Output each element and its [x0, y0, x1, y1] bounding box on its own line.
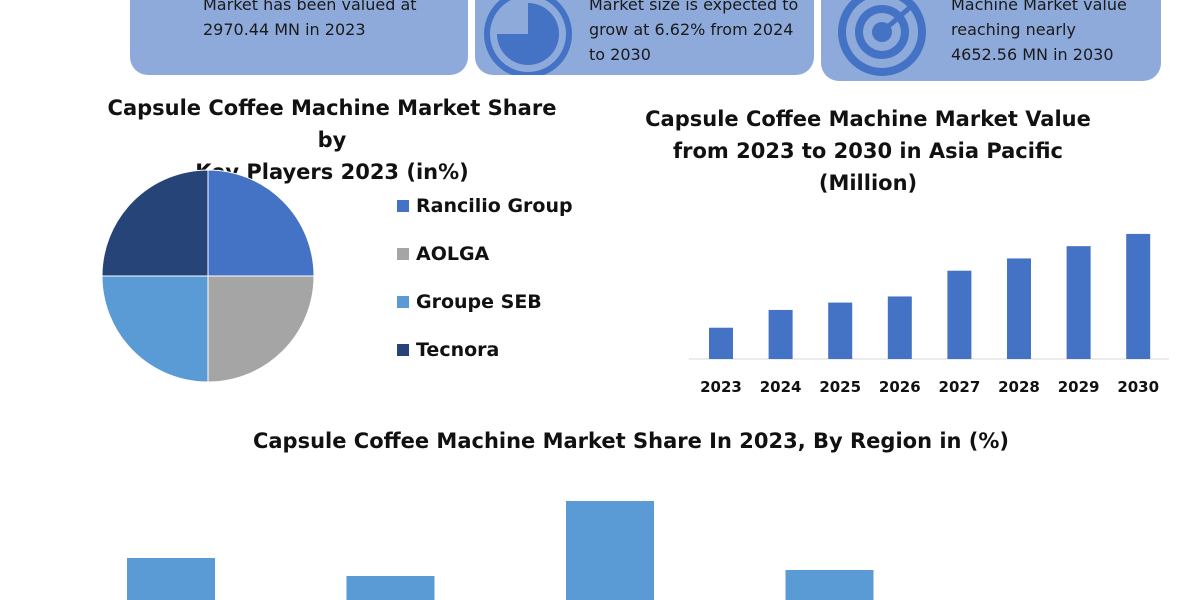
- x-tick-label: 2028: [998, 378, 1040, 396]
- bar-title-line: (Million): [818, 171, 918, 195]
- legend-swatch-rancilio: [397, 200, 409, 212]
- legend-item: Rancilio Group: [397, 182, 573, 230]
- info-card-growth: Market size is expected to grow at 6.62%…: [475, 0, 814, 75]
- x-tick-label: 2029: [1058, 378, 1100, 396]
- legend-label: Tecnora: [416, 339, 500, 361]
- x-tick-label: 2025: [819, 378, 861, 396]
- card-growth-text: Market size is expected to grow at 6.62%…: [589, 0, 799, 64]
- x-tick-label: 2027: [939, 378, 981, 396]
- pie-chart-title: Capsule Coffee Machine Market Share by K…: [92, 92, 572, 188]
- asia-pacific-bar-chart: 2023 2024 2025 2026 2027 2028 2029 2030: [689, 233, 1169, 396]
- x-tick-label: 2026: [879, 378, 921, 396]
- legend-item: Groupe SEB: [397, 278, 573, 326]
- bar-2023: [709, 327, 733, 359]
- card-forecast-text: Machine Market value reaching nearly 465…: [951, 0, 1127, 64]
- legend-label: Rancilio Group: [416, 195, 573, 217]
- bar-2026: [887, 296, 912, 359]
- asia-pacific-chart-title: Capsule Coffee Machine Market Value from…: [628, 103, 1108, 199]
- bar-title-line: from 2023 to 2030 in Asia Pacific: [673, 139, 1063, 163]
- region-bar: [785, 570, 874, 600]
- legend-swatch-groupe-seb: [397, 296, 409, 308]
- pie-slice-rancilio-group: [207, 169, 315, 277]
- bar-2025: [828, 302, 853, 359]
- legend-item: Tecnora: [397, 326, 573, 374]
- pie-legend: Rancilio Group AOLGA Groupe SEB Tecnora: [397, 182, 573, 374]
- info-card-valuation: Market has been valued at 2970.44 MN in …: [130, 0, 468, 75]
- bar-2028: [1007, 258, 1031, 359]
- pie-title-line: Capsule Coffee Machine Market Share by: [107, 96, 557, 152]
- bar-title-line: Capsule Coffee Machine Market Value: [645, 107, 1091, 131]
- card-valuation-text: Market has been valued at 2970.44 MN in …: [203, 0, 417, 39]
- region-bar: [127, 558, 215, 600]
- legend-swatch-tecnora: [397, 344, 409, 356]
- bar-2030: [1126, 233, 1151, 359]
- legend-label: Groupe SEB: [416, 291, 542, 313]
- legend-label: AOLGA: [416, 243, 490, 265]
- bar-2029: [1066, 246, 1091, 359]
- bar-2027: [947, 270, 972, 359]
- x-tick-label: 2024: [760, 378, 802, 396]
- x-tick-label: 2030: [1117, 378, 1159, 396]
- pie-slice-aolga: [207, 275, 315, 383]
- pie-chart-icon: [484, 0, 572, 75]
- pie-chart: [101, 169, 315, 383]
- x-tick-label: 2023: [700, 378, 742, 396]
- region-bar: [346, 576, 435, 600]
- target-icon: [838, 0, 926, 76]
- region-bar: [566, 501, 654, 600]
- legend-swatch-aolga: [397, 248, 409, 260]
- pie-slice-tecnora: [101, 169, 209, 277]
- info-card-forecast: Machine Market value reaching nearly 465…: [821, 0, 1161, 81]
- legend-item: AOLGA: [397, 230, 573, 278]
- bar-2024: [768, 309, 793, 359]
- region-bar-chart: [127, 501, 874, 600]
- pie-slice-groupe-seb: [101, 275, 209, 383]
- region-chart-title: Capsule Coffee Machine Market Share In 2…: [252, 429, 1010, 453]
